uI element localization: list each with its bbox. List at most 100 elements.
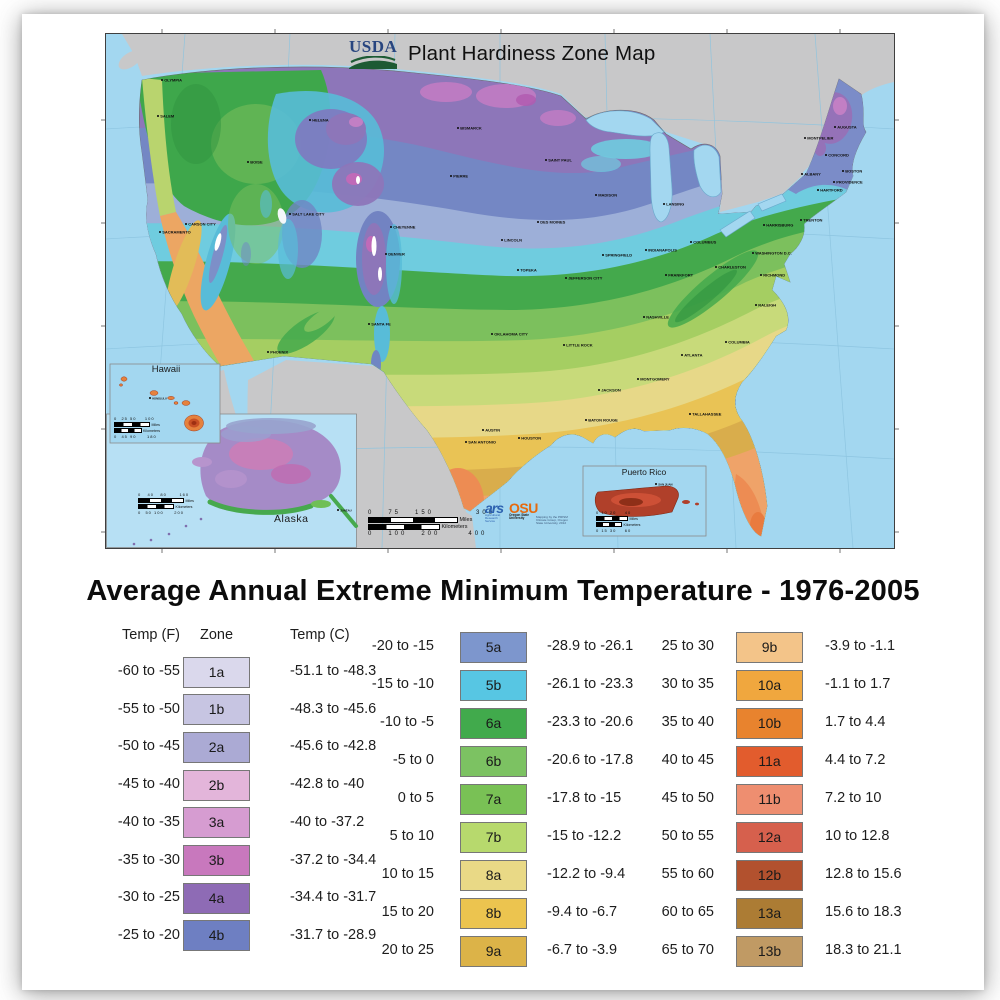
usda-logo-text: USDA: [349, 37, 398, 56]
scale-km-unit: Kilometers: [143, 428, 160, 433]
temp-c-range: 10 to 12.8: [825, 828, 890, 844]
zone-legend: Temp (F) Zone Temp (C) -60 to -55 1a -51.1…: [22, 14, 984, 990]
city-label: MONTGOMERY: [640, 376, 670, 381]
city-dot: [385, 253, 387, 255]
city-dot: [517, 269, 519, 271]
zone-swatch: 8b: [460, 897, 527, 929]
city-dot: [645, 249, 647, 251]
city-dot: [681, 354, 683, 356]
ars-logo-text: ars: [485, 500, 504, 516]
temp-c-range: -1.1 to 1.7: [825, 676, 891, 692]
usda-swoosh-icon: [349, 55, 398, 69]
scale-miles-unit: Miles: [185, 498, 194, 503]
scale-miles-unit: Miles: [459, 517, 473, 523]
city-dot: [665, 274, 667, 276]
zone-swatch: 9b: [736, 631, 803, 663]
zone-swatch: 10b: [736, 707, 803, 739]
puerto-rico-scale-bar: 0 10 20 40 Miles Kilometers 0 15 30 60: [596, 510, 642, 533]
legend-header-temp-f: Temp (F): [122, 627, 180, 643]
city-dot: [585, 419, 587, 421]
map-attribution: Mapping by the PRISM Climate Group, Oreg…: [536, 515, 568, 526]
scale-km-unit: Kilometers: [441, 524, 468, 530]
city-label: FRANKFORT: [668, 272, 693, 277]
city-label: INDIANAPOLIS: [648, 247, 677, 252]
city-label: AUGUSTA: [837, 124, 857, 129]
temp-f-range: -40 to -35: [117, 813, 180, 830]
city-label: TRENTON: [803, 217, 822, 222]
city-label: LINCOLN: [504, 237, 522, 242]
temp-f-range: -50 to -45: [117, 738, 180, 755]
main-scale-bar: 0 75 150 300 Miles Kilometers 0 100 200 …: [368, 510, 492, 537]
city-dot: [804, 137, 806, 139]
city-dot: [800, 219, 802, 221]
zone-swatch: 13b: [736, 935, 803, 967]
zone-swatch: 13a: [736, 897, 803, 929]
city-label: LITTLE ROCK: [566, 342, 593, 347]
city-dot: [690, 241, 692, 243]
zone-swatch: 3a: [183, 807, 250, 839]
temp-f-range: 0 to 5: [397, 790, 434, 806]
puerto-rico-inset-label: Puerto Rico: [621, 467, 667, 477]
city-dot: [689, 413, 691, 415]
zone-swatch: 2b: [183, 769, 250, 801]
city-label: OKLAHOMA CITY: [494, 331, 528, 336]
city-label: MADISON: [598, 192, 617, 197]
city-dot: [157, 115, 159, 117]
city-dot: [247, 161, 249, 163]
temp-c-range: -42.8 to -40: [290, 776, 365, 793]
city-dot: [390, 226, 392, 228]
scale-km-unit: Kilometers: [175, 504, 193, 509]
osu-logo-text: OSU: [509, 500, 538, 516]
temp-c-range: -51.1 to -48.3: [290, 663, 377, 679]
scale-miles-values: 0 40 80 160: [138, 492, 190, 497]
temp-f-range: -35 to -30: [117, 851, 180, 868]
zone-swatch: 4b: [183, 920, 250, 952]
temp-f-range: 15 to 20: [381, 904, 434, 920]
city-dot: [537, 221, 539, 223]
temp-c-range: -15 to -12.2: [547, 828, 622, 844]
alaska-inset-label: Alaska: [274, 513, 309, 525]
city-dot: [637, 378, 639, 380]
city-label: PIERRE: [453, 173, 468, 178]
city-dot: [501, 239, 503, 241]
temp-f-range: -30 to -25: [117, 889, 180, 906]
city-label: LANSING: [666, 201, 684, 206]
city-dot: [715, 266, 717, 268]
poster-sheet: OLYMPIA SALEM BOISE HELENA BISMARCK PIERRE SAI…: [22, 14, 984, 990]
zone-swatch: 1a: [183, 656, 250, 688]
city-label: MONTPELIER: [807, 135, 833, 140]
city-dot: [834, 126, 836, 128]
city-label: AUSTIN: [485, 427, 500, 432]
hardiness-zone-map: OLYMPIA SALEM BOISE HELENA BISMARCK PIERRE SAI…: [101, 29, 899, 553]
zone-swatch: 8a: [460, 859, 527, 891]
city-dot: [595, 194, 597, 196]
temp-c-range: -31.7 to -28.9: [290, 926, 377, 943]
legend-header-zone: Zone: [199, 627, 234, 643]
city-label: CARSON CITY: [188, 221, 216, 226]
zone-swatch: 9a: [460, 935, 527, 967]
temp-f-range: 25 to 30: [661, 638, 714, 654]
city-dot: [663, 203, 665, 205]
city-dot: [602, 254, 604, 256]
ars-logo: ars Agricultural Research Service: [485, 500, 507, 524]
temp-f-range: 30 to 35: [661, 676, 714, 692]
zone-swatch: 7b: [460, 821, 527, 853]
city-dot: [801, 173, 803, 175]
city-label: JEFFERSON CITY: [568, 275, 603, 280]
zone-swatch: 5b: [460, 669, 527, 701]
scale-km-values: 0 50 100 200: [138, 510, 184, 515]
city-dot: [643, 316, 645, 318]
temp-f-range: 50 to 55: [661, 828, 714, 844]
legend-header-temp-c: Temp (C): [290, 627, 350, 643]
temp-f-range: -25 to -20: [117, 926, 180, 943]
page-title: Average Annual Extreme Minimum Temperatu…: [86, 575, 920, 607]
city-dot: [185, 223, 187, 225]
ars-logo-subtext: Agricultural Research Service: [485, 513, 501, 524]
temp-c-range: -40 to -37.2: [290, 813, 365, 830]
city-dot: [149, 397, 151, 399]
city-label: SAN JUAN: [658, 482, 672, 486]
city-label: HONOLULU: [152, 396, 167, 400]
city-dot: [842, 170, 844, 172]
zone-swatch: 6a: [460, 707, 527, 739]
city-dot: [159, 231, 161, 233]
